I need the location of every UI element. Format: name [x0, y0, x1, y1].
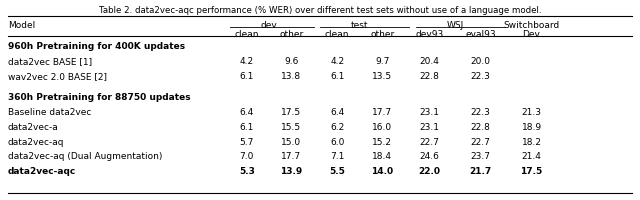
Text: 6.1: 6.1 — [330, 72, 344, 81]
Text: 23.1: 23.1 — [420, 122, 440, 131]
Text: wav2vec 2.0 BASE [2]: wav2vec 2.0 BASE [2] — [8, 72, 107, 81]
Text: 22.8: 22.8 — [420, 72, 440, 81]
Text: 960h Pretraining for 400K updates: 960h Pretraining for 400K updates — [8, 42, 185, 51]
Text: 15.5: 15.5 — [281, 122, 301, 131]
Text: 9.7: 9.7 — [375, 57, 390, 66]
Text: Baseline data2vec: Baseline data2vec — [8, 107, 91, 116]
Text: other: other — [279, 29, 303, 38]
Text: data2vec BASE [1]: data2vec BASE [1] — [8, 57, 92, 66]
Text: 22.7: 22.7 — [420, 137, 440, 146]
Text: 21.3: 21.3 — [522, 107, 541, 116]
Text: 18.2: 18.2 — [522, 137, 541, 146]
Text: 13.9: 13.9 — [280, 166, 303, 175]
Text: 22.3: 22.3 — [470, 72, 490, 81]
Text: 18.4: 18.4 — [372, 152, 392, 161]
Text: 13.8: 13.8 — [281, 72, 301, 81]
Text: clean: clean — [325, 29, 349, 38]
Text: 6.4: 6.4 — [239, 107, 254, 116]
Text: 15.0: 15.0 — [281, 137, 301, 146]
Text: 7.0: 7.0 — [239, 152, 254, 161]
Text: eval93: eval93 — [465, 29, 496, 38]
Text: 23.7: 23.7 — [470, 152, 491, 161]
Text: clean: clean — [234, 29, 259, 38]
Text: data2vec-aqc: data2vec-aqc — [8, 166, 76, 175]
Text: 4.2: 4.2 — [330, 57, 344, 66]
Text: 22.7: 22.7 — [470, 137, 490, 146]
Text: 6.1: 6.1 — [239, 122, 254, 131]
Text: 4.2: 4.2 — [239, 57, 254, 66]
Text: 6.1: 6.1 — [239, 72, 254, 81]
Text: 6.2: 6.2 — [330, 122, 344, 131]
Text: 6.0: 6.0 — [330, 137, 344, 146]
Text: 15.2: 15.2 — [372, 137, 392, 146]
Text: Switchboard: Switchboard — [504, 21, 560, 30]
Text: 17.5: 17.5 — [281, 107, 301, 116]
Text: 22.3: 22.3 — [470, 107, 490, 116]
Text: 22.0: 22.0 — [419, 166, 440, 175]
Text: 17.5: 17.5 — [520, 166, 543, 175]
Text: 24.6: 24.6 — [420, 152, 440, 161]
Text: 6.4: 6.4 — [330, 107, 344, 116]
Text: 22.8: 22.8 — [470, 122, 490, 131]
Text: dev: dev — [260, 21, 277, 30]
Text: 18.9: 18.9 — [522, 122, 541, 131]
Text: 5.3: 5.3 — [239, 166, 255, 175]
Text: 5.5: 5.5 — [329, 166, 345, 175]
Text: 14.0: 14.0 — [371, 166, 394, 175]
Text: 7.1: 7.1 — [330, 152, 344, 161]
Text: 21.7: 21.7 — [470, 166, 492, 175]
Text: Dev: Dev — [523, 29, 541, 38]
Text: 23.1: 23.1 — [420, 107, 440, 116]
Text: Model: Model — [8, 21, 35, 30]
Text: 21.4: 21.4 — [522, 152, 541, 161]
Text: 9.6: 9.6 — [284, 57, 298, 66]
Text: 20.4: 20.4 — [420, 57, 440, 66]
Text: 17.7: 17.7 — [281, 152, 301, 161]
Text: 20.0: 20.0 — [470, 57, 491, 66]
Text: 360h Pretraining for 88750 updates: 360h Pretraining for 88750 updates — [8, 93, 190, 101]
Text: data2vec-aq: data2vec-aq — [8, 137, 64, 146]
Text: data2vec-a: data2vec-a — [8, 122, 58, 131]
Text: 13.5: 13.5 — [372, 72, 392, 81]
Text: other: other — [371, 29, 395, 38]
Text: data2vec-aq (Dual Augmentation): data2vec-aq (Dual Augmentation) — [8, 152, 162, 161]
Text: Table 2. data2vec-aqc performance (% WER) over different test sets without use o: Table 2. data2vec-aqc performance (% WER… — [99, 6, 541, 15]
Text: test: test — [351, 21, 368, 30]
Text: 17.7: 17.7 — [372, 107, 392, 116]
Text: 5.7: 5.7 — [239, 137, 254, 146]
Text: 16.0: 16.0 — [372, 122, 392, 131]
Text: WSJ: WSJ — [447, 21, 464, 30]
Text: dev93: dev93 — [415, 29, 444, 38]
